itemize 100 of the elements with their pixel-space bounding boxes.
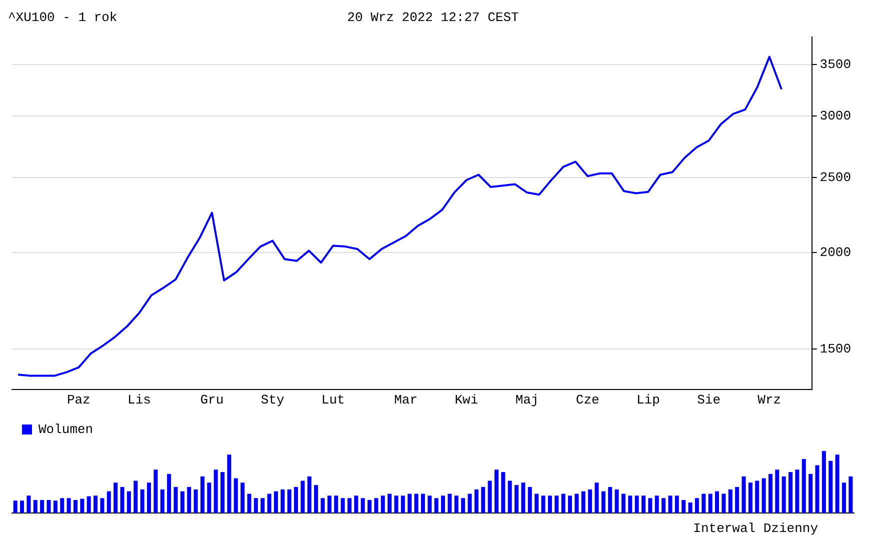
bar bbox=[94, 496, 98, 513]
bar bbox=[722, 494, 726, 513]
x-tick-label: Sie bbox=[697, 392, 720, 408]
bar bbox=[327, 496, 332, 513]
bar bbox=[494, 470, 498, 513]
x-tick-label: Lip bbox=[636, 392, 660, 408]
bar bbox=[300, 480, 305, 513]
bar bbox=[541, 496, 546, 513]
bar bbox=[835, 454, 840, 513]
y-tick-label: 2000 bbox=[820, 244, 852, 260]
x-tick-label: Maj bbox=[515, 392, 539, 408]
bar bbox=[368, 500, 372, 513]
chart-title: ^XU100 - 1 rok bbox=[8, 10, 118, 24]
bar bbox=[154, 470, 158, 513]
bar bbox=[674, 496, 679, 513]
bar bbox=[508, 480, 512, 513]
y-tick-label: 3500 bbox=[820, 56, 852, 72]
y-tick-label: 3000 bbox=[820, 108, 852, 124]
bar bbox=[554, 496, 559, 513]
bar bbox=[621, 494, 626, 513]
bar bbox=[207, 482, 212, 513]
bar bbox=[534, 494, 539, 513]
bar bbox=[247, 494, 252, 513]
x-tick-label: Kwi bbox=[454, 392, 478, 408]
bar bbox=[481, 486, 486, 513]
bar bbox=[420, 494, 425, 513]
bar bbox=[768, 474, 772, 513]
bar bbox=[682, 500, 686, 513]
bar bbox=[715, 491, 720, 513]
bar bbox=[287, 489, 292, 513]
bar bbox=[662, 498, 666, 513]
bar bbox=[608, 486, 612, 513]
bar bbox=[568, 496, 572, 513]
bar bbox=[180, 491, 184, 513]
bar bbox=[488, 480, 492, 513]
bar bbox=[795, 470, 800, 513]
bar bbox=[588, 489, 592, 513]
bar bbox=[134, 480, 138, 513]
bar bbox=[474, 489, 478, 513]
bar bbox=[581, 491, 586, 513]
bar bbox=[454, 496, 458, 513]
bar bbox=[775, 470, 780, 513]
bar bbox=[294, 486, 298, 513]
bar bbox=[408, 494, 412, 513]
bar bbox=[146, 482, 151, 513]
bar bbox=[267, 494, 272, 513]
bar bbox=[66, 498, 71, 513]
bar bbox=[388, 494, 392, 513]
bar bbox=[742, 476, 746, 513]
bar bbox=[414, 494, 418, 513]
bar bbox=[521, 482, 526, 513]
bar bbox=[755, 480, 760, 513]
bar bbox=[702, 494, 706, 513]
bar bbox=[641, 496, 646, 513]
bar bbox=[614, 489, 619, 513]
bar bbox=[174, 486, 178, 513]
bar bbox=[260, 498, 265, 513]
x-tick-label: Cze bbox=[576, 392, 600, 408]
bar bbox=[808, 474, 813, 513]
bar bbox=[274, 491, 278, 513]
bar bbox=[86, 496, 91, 513]
bar bbox=[688, 502, 692, 513]
bar bbox=[120, 486, 124, 513]
bar bbox=[234, 478, 238, 513]
bar bbox=[73, 500, 78, 513]
bar bbox=[735, 486, 740, 513]
bar bbox=[501, 472, 506, 513]
bar bbox=[220, 472, 225, 513]
bar bbox=[80, 498, 84, 513]
bar bbox=[694, 498, 699, 513]
bar bbox=[728, 489, 732, 513]
y-tick-label: 1500 bbox=[820, 341, 852, 356]
bar bbox=[160, 489, 164, 513]
bar bbox=[548, 496, 552, 513]
bar bbox=[13, 500, 18, 513]
y-tick-label: 2500 bbox=[820, 170, 852, 185]
x-tick-label: Lis bbox=[128, 392, 151, 408]
bar bbox=[428, 496, 432, 513]
bar bbox=[140, 489, 144, 513]
bar bbox=[334, 496, 338, 513]
bar bbox=[60, 498, 64, 513]
bar bbox=[708, 494, 712, 513]
bar bbox=[648, 498, 652, 513]
bar bbox=[114, 482, 118, 513]
bar bbox=[782, 476, 786, 513]
bar bbox=[106, 491, 111, 513]
bar bbox=[822, 450, 826, 513]
bar bbox=[26, 496, 31, 513]
bar bbox=[441, 496, 446, 513]
bar bbox=[20, 500, 24, 513]
bar bbox=[788, 472, 793, 513]
bar bbox=[40, 500, 44, 513]
bar bbox=[448, 494, 452, 513]
bar bbox=[468, 494, 472, 513]
bar bbox=[374, 498, 378, 513]
bar bbox=[126, 491, 131, 513]
x-tick-label: Gru bbox=[200, 392, 224, 408]
bar bbox=[394, 496, 398, 513]
bar bbox=[828, 460, 833, 513]
bar bbox=[214, 470, 218, 513]
